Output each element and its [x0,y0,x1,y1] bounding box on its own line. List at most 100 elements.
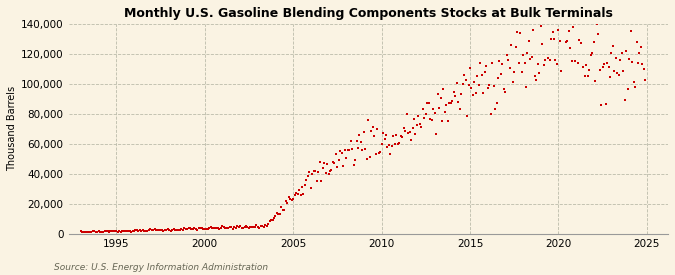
Point [340,148,350,152]
Point [80,229,91,234]
Point [286,198,297,202]
Point [495,72,506,76]
Point [367,125,378,130]
Point [500,90,511,94]
Point [381,132,392,137]
Point [464,66,475,70]
Point [533,62,543,66]
Point [593,32,603,37]
Point [520,84,531,89]
Point [111,229,122,233]
Point [564,29,574,33]
Point [375,150,385,155]
Point [115,230,126,234]
Point [413,113,424,118]
Point [366,129,377,133]
Point [196,226,207,231]
Point [587,51,598,55]
Point [438,87,449,91]
Point [105,229,116,233]
Point [139,229,150,233]
Point [282,200,293,205]
Point [631,40,642,44]
Point [428,107,439,112]
Point [566,59,577,63]
Point [152,228,163,232]
Point [238,225,248,230]
Point [625,29,636,33]
Point [256,224,267,229]
Point [475,60,486,65]
Point [261,224,272,228]
Point [331,152,342,156]
Point [562,39,572,43]
Point [195,226,206,230]
Point [379,136,390,141]
Point [639,67,649,71]
Point [320,171,331,175]
Point [295,193,306,197]
Point [341,156,352,160]
Point [369,133,379,138]
Point [84,230,95,234]
Point [183,226,194,230]
Point [213,226,223,230]
Point [389,141,400,146]
Point [242,224,253,229]
Point [154,228,165,232]
Point [429,111,440,116]
Point [591,22,602,26]
Point [615,58,626,63]
Point [423,100,434,105]
Point [174,228,185,232]
Point [412,123,423,127]
Point [618,69,628,73]
Point [388,134,399,139]
Point [223,226,234,231]
Point [628,80,639,84]
Point [214,226,225,231]
Point [292,192,303,196]
Point [535,24,546,28]
Point [443,119,454,123]
Point [576,8,587,12]
Point [101,229,111,233]
Point [485,112,496,116]
Point [202,227,213,231]
Point [363,118,374,122]
Point [510,45,521,49]
Point [371,152,381,156]
Point [431,132,441,136]
Point [453,100,464,104]
Point [316,179,327,183]
Point [597,65,608,70]
Point [134,228,145,232]
Point [450,94,460,99]
Point [89,229,100,234]
Point [311,178,322,183]
Point [250,225,261,230]
Title: Monthly U.S. Gasoline Blending Components Stocks at Bulk Terminals: Monthly U.S. Gasoline Blending Component… [124,7,613,20]
Point [600,101,611,106]
Point [373,150,384,155]
Point [347,147,358,151]
Point [270,214,281,218]
Point [232,224,242,229]
Point [468,93,479,97]
Point [589,39,599,44]
Point [129,229,140,233]
Point [572,61,583,65]
Point [538,63,549,67]
Point [516,69,527,74]
Point [307,172,318,177]
Point [92,229,103,234]
Point [319,160,329,165]
Point [487,61,497,65]
Point [488,83,499,88]
Point [463,82,474,87]
Point [109,228,120,233]
Point [107,229,117,233]
Point [246,225,257,229]
Point [416,125,427,130]
Point [199,227,210,231]
